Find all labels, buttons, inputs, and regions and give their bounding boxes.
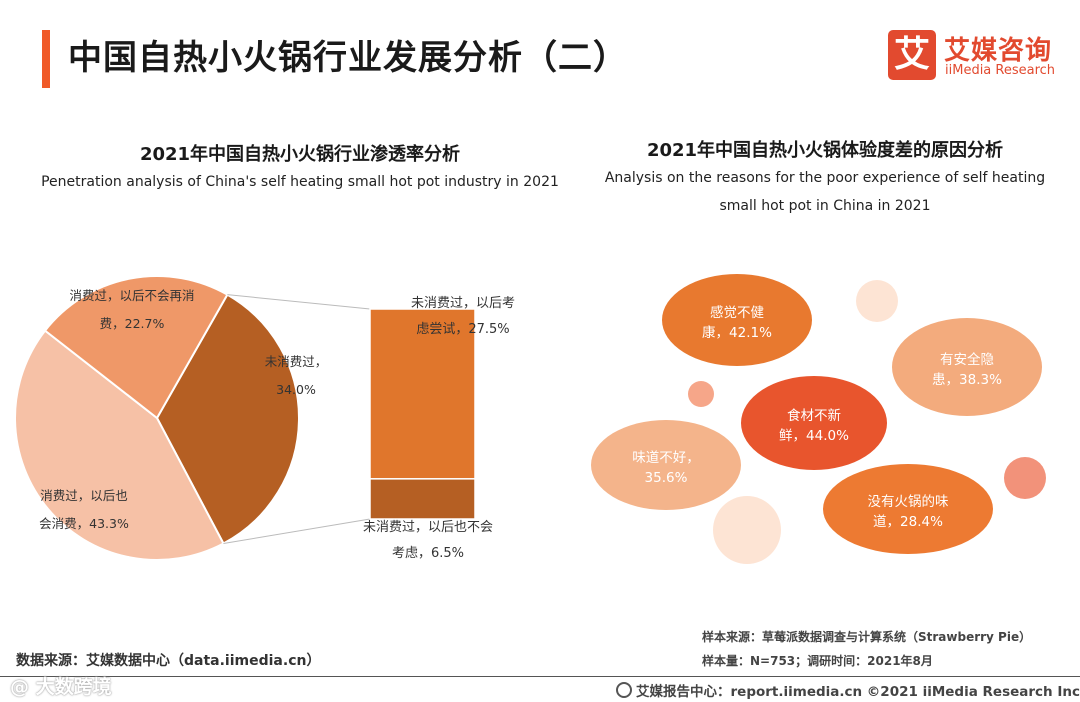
pie-slice-2 <box>43 275 229 420</box>
pie-label-1-line1: 消费过，以后也 <box>40 488 128 503</box>
bubble-label-4-line1: 没有火锅的味 <box>868 494 949 510</box>
bubble-label-0-line1: 食材不新 <box>787 407 841 424</box>
connector-top <box>227 294 371 310</box>
pie-slice-1 <box>14 329 225 561</box>
stack-label-1-line2: 考虑，6.5% <box>392 546 464 561</box>
logo-text-en: iiMedia Research <box>945 63 1056 78</box>
stack-label-0-line1: 未消费过，以后考 <box>411 296 515 311</box>
pie-label-2-line2: 费，22.7% <box>100 316 165 331</box>
connector-bottom <box>223 518 371 544</box>
watermark: @ 大数跨境 <box>10 676 112 698</box>
stack-segment-0 <box>369 308 476 480</box>
right-chart-title: 2021年中国自热小火锅体验度差的原因分析 <box>646 140 1004 161</box>
pie-label-0-line2: 34.0% <box>276 382 316 397</box>
report-center-text: 艾媒报告中心：report.iimedia.cn ©2021 iiMedia R… <box>636 684 1080 700</box>
decor-bubble-3 <box>713 496 781 564</box>
bubble-label-3-line2: 35.6% <box>645 470 688 486</box>
bubble-2 <box>892 318 1042 416</box>
bubble-label-3-line1: 味道不好， <box>632 450 700 466</box>
bubble-label-1-line1: 感觉不健 <box>710 304 764 321</box>
decor-bubble-1 <box>688 381 714 407</box>
page-title: 中国自热小火锅行业发展分析（二） <box>68 38 628 78</box>
bubble-label-0-line2: 鲜，44.0% <box>779 428 849 444</box>
bubble-label-1-line2: 康，42.1% <box>702 324 772 341</box>
title-accent-bar <box>42 30 50 88</box>
bubble-0 <box>741 376 887 470</box>
bubble-label-2-line2: 患，38.3% <box>932 372 1002 388</box>
sample-source: 样本来源：草莓派数据调查与计算系统（Strawberry Pie） <box>702 630 1032 644</box>
pie-label-2-line1: 消费过，以后不会再消 <box>69 288 194 303</box>
bubble-4 <box>823 464 993 554</box>
stack-label-0-line2: 虑尝试，27.5% <box>416 322 509 337</box>
logo-text-cn: 艾媒咨询 <box>944 36 1053 66</box>
decor-bubble-2 <box>1004 457 1046 499</box>
logo-mark: 艾 <box>888 30 936 80</box>
left-chart-title: 2021年中国自热小火锅行业渗透率分析 <box>139 144 461 165</box>
iimedia-logo: 艾 艾媒咨询 iiMedia Research <box>888 30 1068 84</box>
stack-segment-1 <box>369 478 476 520</box>
decor-bubble-0 <box>856 280 898 322</box>
stack-label-1-line1: 未消费过，以后也不会 <box>363 520 493 535</box>
data-source: 数据来源：艾媒数据中心（data.iimedia.cn） <box>16 653 321 669</box>
pie-label-1-line2: 会消费，43.3% <box>39 516 129 531</box>
bubble-3 <box>591 420 741 510</box>
right-chart-subtitle: Analysis on the reasons for the poor exp… <box>604 170 1046 214</box>
globe-icon <box>616 682 632 698</box>
left-chart-subtitle: Penetration analysis of China's self hea… <box>41 174 559 190</box>
bubble-label-2-line1: 有安全隐 <box>940 351 994 368</box>
footer-divider <box>0 676 1080 677</box>
sample-info: 样本量：N=753；调研时间：2021年8月 <box>702 654 933 668</box>
pie-label-0-line1: 未消费过， <box>265 354 328 369</box>
bubble-label-4-line2: 道，28.4% <box>873 514 943 530</box>
bubble-1 <box>662 274 812 366</box>
report-center-footer: 艾媒报告中心：report.iimedia.cn ©2021 iiMedia R… <box>616 680 1080 700</box>
